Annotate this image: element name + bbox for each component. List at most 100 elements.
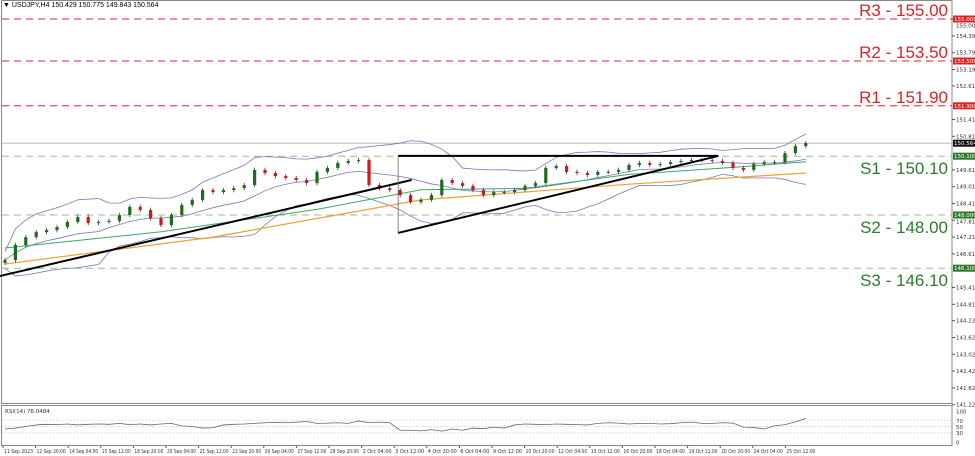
y-tick-label: 141.225 <box>956 403 975 409</box>
candle-body <box>617 169 621 172</box>
level-price-tag <box>953 211 975 219</box>
x-tick-label: 21 Sep 12:00 <box>200 449 229 455</box>
candle-body <box>398 190 402 196</box>
y-tick-label: 145.410 <box>956 286 975 292</box>
candle-body <box>149 209 153 219</box>
candle-body <box>575 171 579 173</box>
trendline <box>0 179 412 278</box>
trendline <box>397 154 719 234</box>
level-price-tag-label: 155.000 <box>954 17 975 23</box>
candle-body <box>388 188 392 191</box>
candle-body <box>471 185 475 191</box>
rsi-tick-label: 100 <box>956 410 967 416</box>
candle-body <box>138 206 142 210</box>
candle-body <box>242 185 246 189</box>
level-price-tag <box>953 15 975 23</box>
rsi-tick-label: 70 <box>956 419 963 425</box>
level-price-tag-label: 148.000 <box>954 213 975 219</box>
y-tick-label: 147.810 <box>956 220 975 226</box>
candle-body <box>658 164 662 166</box>
x-tick-label: 28 Sep 20:00 <box>330 449 359 455</box>
y-tick-label: 151.410 <box>956 118 975 124</box>
y-tick-label: 147.210 <box>956 235 975 241</box>
candle-body <box>585 173 589 175</box>
x-tick-label: 16 Oct 20:00 <box>623 449 652 455</box>
x-tick-label: 12 Oct 04:00 <box>558 449 587 455</box>
y-tick-label: 144.810 <box>956 302 975 308</box>
level-label-s2: S2 - 148.00 <box>860 218 948 237</box>
y-tick-label: 144.225 <box>956 319 975 325</box>
candle-body <box>253 169 257 186</box>
rsi-line <box>4 418 806 432</box>
rsi-panel-frame <box>1 405 953 446</box>
level-price-tag-label: 146.100 <box>954 266 975 272</box>
candle-body <box>211 190 215 193</box>
current-price-tag <box>953 139 975 147</box>
candle-body <box>34 232 38 238</box>
candle-body <box>804 143 808 147</box>
level-label-r1: R1 - 151.90 <box>859 88 948 107</box>
candle-body <box>721 160 725 163</box>
candle-body <box>450 180 454 184</box>
candle-body <box>169 215 173 226</box>
candle-body <box>117 215 121 221</box>
candle-body <box>606 171 610 173</box>
candle-body <box>429 195 433 200</box>
level-price-tag-label: 151.900 <box>954 104 975 110</box>
bollinger-lower <box>4 173 806 277</box>
candle-body <box>325 167 329 172</box>
level-price-tag <box>953 57 975 65</box>
y-tick-label: 154.395 <box>956 34 975 40</box>
candle-body <box>128 206 132 215</box>
candle-body <box>502 192 506 194</box>
x-tick-label: 12 Sep 20:00 <box>37 449 66 455</box>
candle-body <box>492 192 496 196</box>
candle-body <box>533 183 537 186</box>
x-tick-label: 24 Oct 04:00 <box>754 449 783 455</box>
y-tick-label: 143.025 <box>956 352 975 358</box>
candle-body <box>513 190 517 193</box>
candle-body <box>367 160 371 186</box>
candle-body <box>596 171 600 175</box>
rsi-tick-label: 50 <box>956 425 963 431</box>
candle-body <box>3 260 7 263</box>
y-tick-label: 149.610 <box>956 168 975 174</box>
y-tick-label: 152.610 <box>956 84 975 90</box>
y-tick-label: 153.795 <box>956 51 975 57</box>
candle-body <box>76 216 80 222</box>
bollinger-upper <box>4 133 806 252</box>
candle-body <box>627 164 631 170</box>
x-tick-label: 4 Oct 20:00 <box>428 449 457 455</box>
candle-body <box>762 162 766 165</box>
x-tick-label: 10 Oct 20:00 <box>526 449 555 455</box>
candle-body <box>65 222 69 228</box>
candle-body <box>731 162 735 168</box>
level-price-tag <box>953 152 975 160</box>
y-tick-label: 150.810 <box>956 134 975 140</box>
candle-body <box>741 167 745 170</box>
x-tick-label: 18 Oct 04:00 <box>656 449 685 455</box>
level-price-tag-label: 150.100 <box>954 154 975 160</box>
candle-body <box>409 195 413 203</box>
current-price-tag-label: 150.564 <box>954 141 975 147</box>
candle-body <box>637 162 641 165</box>
y-tick-label: 146.610 <box>956 252 975 258</box>
x-tick-label: 25 Oct 12:00 <box>786 449 815 455</box>
candle-body <box>273 173 277 177</box>
candle-body <box>461 183 465 186</box>
y-tick-label: 141.825 <box>956 386 975 392</box>
candle-body <box>305 180 309 184</box>
candle-body <box>45 230 49 233</box>
x-tick-label: 9 Oct 12:00 <box>493 449 522 455</box>
candle-body <box>793 146 797 154</box>
x-tick-label: 13 Oct 12:00 <box>591 449 620 455</box>
candle-body <box>783 153 787 163</box>
candle-body <box>24 237 28 245</box>
moving-average-orange <box>4 172 806 265</box>
x-tick-label: 20 Sep 04:00 <box>167 449 196 455</box>
candle-body <box>679 160 683 163</box>
x-tick-label: 18 Sep 20:00 <box>134 449 163 455</box>
candle-body <box>523 185 527 191</box>
candle-body <box>346 160 350 163</box>
